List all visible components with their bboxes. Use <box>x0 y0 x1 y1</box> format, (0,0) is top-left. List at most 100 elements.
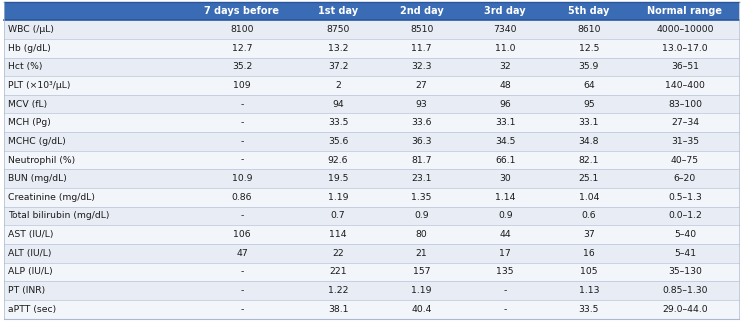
Bar <box>547 281 631 300</box>
Text: 0.7: 0.7 <box>331 212 345 220</box>
Bar <box>464 95 547 113</box>
Text: 96: 96 <box>499 100 511 109</box>
Text: 30: 30 <box>499 174 511 183</box>
Bar <box>547 2 631 20</box>
Text: 0.9: 0.9 <box>415 212 429 220</box>
Bar <box>464 132 547 151</box>
Text: 3rd day: 3rd day <box>484 6 526 16</box>
Text: 44: 44 <box>499 230 511 239</box>
Bar <box>464 300 547 318</box>
Text: -: - <box>240 286 244 295</box>
Bar <box>4 95 187 113</box>
Text: 2nd day: 2nd day <box>400 6 444 16</box>
Text: 48: 48 <box>499 81 511 90</box>
Bar <box>380 2 464 20</box>
Bar <box>380 58 464 76</box>
Bar <box>631 188 739 207</box>
Bar <box>631 58 739 76</box>
Bar <box>4 151 187 169</box>
Bar <box>187 300 296 318</box>
Text: 31–35: 31–35 <box>671 137 699 146</box>
Bar <box>464 39 547 58</box>
Text: 33.5: 33.5 <box>579 305 599 314</box>
Text: Neutrophil (%): Neutrophil (%) <box>8 156 75 164</box>
Text: -: - <box>504 305 507 314</box>
Text: 0.0–1.2: 0.0–1.2 <box>668 212 702 220</box>
Bar <box>380 188 464 207</box>
Bar <box>631 244 739 263</box>
Text: 13.0–17.0: 13.0–17.0 <box>662 44 708 53</box>
Text: 1.13: 1.13 <box>579 286 599 295</box>
Bar <box>547 300 631 318</box>
Bar <box>4 300 187 318</box>
Bar <box>187 95 296 113</box>
Bar <box>547 113 631 132</box>
Text: 1.19: 1.19 <box>412 286 432 295</box>
Text: ALT (IU/L): ALT (IU/L) <box>8 249 51 258</box>
Text: 8100: 8100 <box>230 25 253 34</box>
Bar <box>547 263 631 281</box>
Bar <box>187 20 296 39</box>
Bar <box>380 300 464 318</box>
Text: 35.6: 35.6 <box>328 137 348 146</box>
Bar <box>296 281 380 300</box>
Text: -: - <box>240 156 244 164</box>
Text: 0.5–1.3: 0.5–1.3 <box>668 193 702 202</box>
Bar <box>547 132 631 151</box>
Text: 38.1: 38.1 <box>328 305 348 314</box>
Text: 93: 93 <box>416 100 427 109</box>
Text: 33.1: 33.1 <box>579 118 599 127</box>
Text: 1.22: 1.22 <box>328 286 348 295</box>
Text: 27: 27 <box>416 81 427 90</box>
Bar <box>547 169 631 188</box>
Text: 1.35: 1.35 <box>412 193 432 202</box>
Bar <box>380 169 464 188</box>
Text: 33.5: 33.5 <box>328 118 348 127</box>
Bar <box>296 20 380 39</box>
Text: 8510: 8510 <box>410 25 433 34</box>
Text: 10.9: 10.9 <box>232 174 252 183</box>
Text: Hb (g/dL): Hb (g/dL) <box>8 44 51 53</box>
Text: 34.8: 34.8 <box>579 137 599 146</box>
Text: 114: 114 <box>329 230 347 239</box>
Bar <box>547 20 631 39</box>
Bar <box>187 76 296 95</box>
Bar <box>4 2 187 20</box>
Bar <box>296 39 380 58</box>
Text: 81.7: 81.7 <box>412 156 432 164</box>
Bar <box>631 76 739 95</box>
Text: 1.04: 1.04 <box>579 193 599 202</box>
Text: 29.0–44.0: 29.0–44.0 <box>662 305 708 314</box>
Bar <box>296 95 380 113</box>
Bar <box>464 113 547 132</box>
Bar <box>4 281 187 300</box>
Bar <box>380 207 464 225</box>
Bar <box>296 113 380 132</box>
Text: 0.86: 0.86 <box>232 193 252 202</box>
Bar <box>296 132 380 151</box>
Bar <box>4 225 187 244</box>
Bar <box>4 76 187 95</box>
Bar <box>296 76 380 95</box>
Bar <box>296 225 380 244</box>
Text: 13.2: 13.2 <box>328 44 348 53</box>
Bar <box>631 263 739 281</box>
Bar <box>187 132 296 151</box>
Bar <box>296 244 380 263</box>
Bar <box>547 188 631 207</box>
Bar <box>464 151 547 169</box>
Bar <box>380 281 464 300</box>
Text: 157: 157 <box>413 267 430 276</box>
Bar <box>296 263 380 281</box>
Text: 80: 80 <box>416 230 427 239</box>
Text: 25.1: 25.1 <box>579 174 599 183</box>
Bar <box>547 225 631 244</box>
Text: -: - <box>240 305 244 314</box>
Text: -: - <box>240 212 244 220</box>
Bar <box>464 225 547 244</box>
Bar <box>380 151 464 169</box>
Text: PT (INR): PT (INR) <box>8 286 45 295</box>
Bar <box>187 113 296 132</box>
Bar <box>464 207 547 225</box>
Bar <box>464 2 547 20</box>
